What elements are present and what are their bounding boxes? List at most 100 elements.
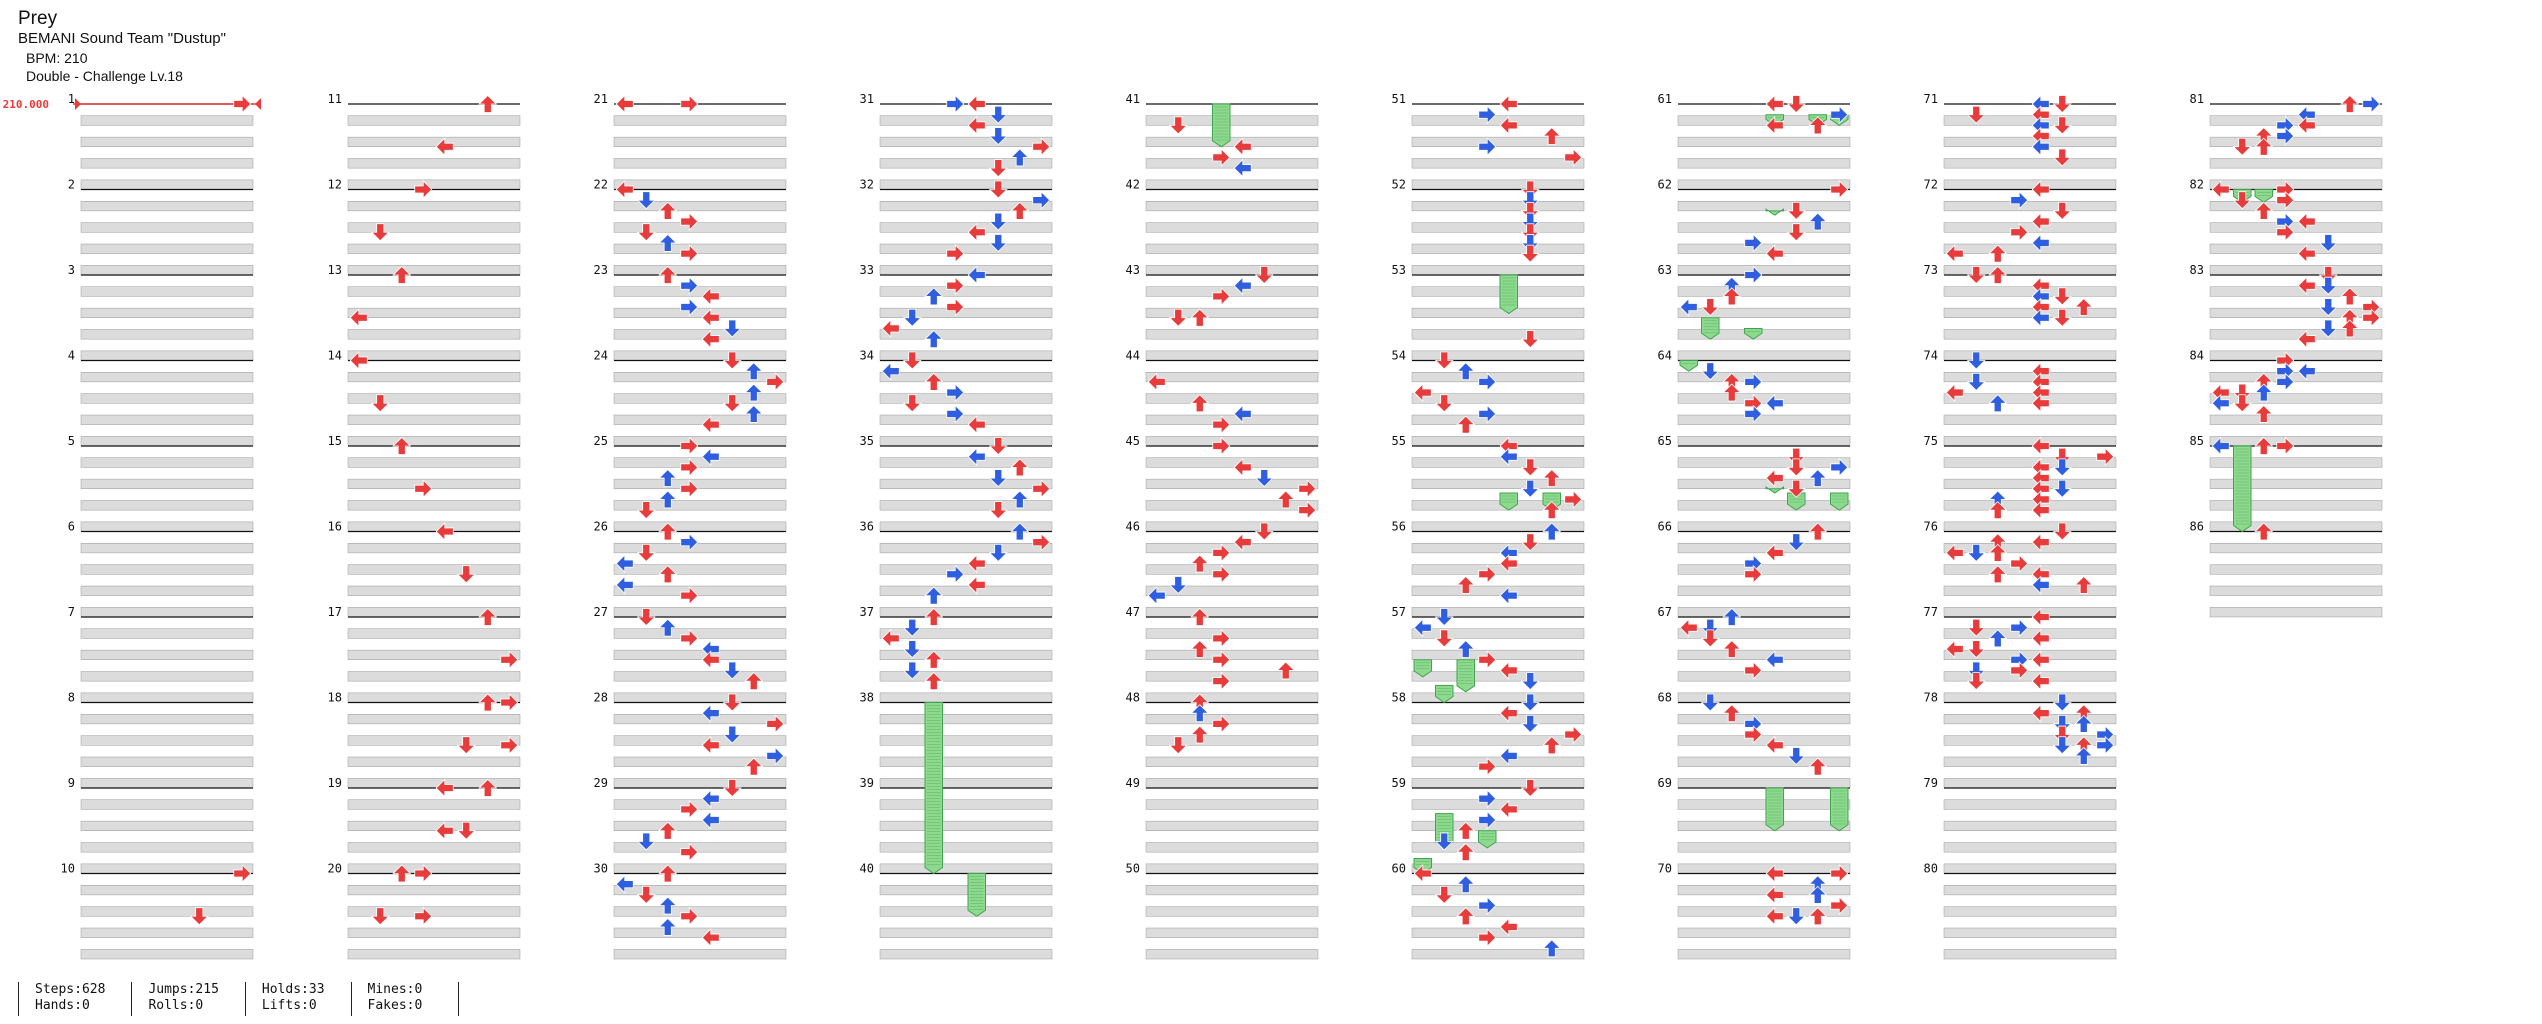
step-arrow: [1499, 94, 1518, 114]
beat-band: [1677, 500, 1851, 511]
beat-band: [347, 906, 521, 917]
step-arrow: [2052, 287, 2072, 306]
beat-band: [1943, 414, 2117, 425]
step-arrow: [2031, 436, 2050, 456]
hold-body: [967, 873, 986, 917]
step-arrow: [1434, 629, 1454, 648]
step-arrow: [1254, 266, 1274, 285]
step-arrow: [1564, 725, 1583, 745]
beat-band: [347, 949, 521, 960]
beat-band: [613, 564, 787, 575]
step-arrow: [1233, 276, 1252, 296]
step-arrow: [2031, 233, 2050, 253]
beat-band: [2209, 543, 2383, 554]
step-arrow: [1700, 618, 1720, 637]
step-arrow: [2340, 287, 2360, 306]
beat-band: [2209, 179, 2383, 190]
step-arrow: [2074, 746, 2094, 765]
beat-band: [879, 243, 1053, 254]
song-bpm: BPM: 210: [26, 50, 88, 66]
beat-band: [1145, 778, 1319, 789]
step-arrow: [1499, 660, 1518, 680]
step-arrow: [1786, 201, 1806, 220]
step-arrow: [1542, 736, 1562, 755]
measure-label: 37: [860, 605, 874, 619]
beat-band: [347, 222, 521, 233]
beat-band: [1411, 436, 1585, 447]
step-arrow: [1520, 234, 1540, 253]
beat-band: [347, 307, 521, 319]
hold-note: [1456, 659, 1475, 693]
hold-note: [1435, 684, 1454, 704]
step-arrow: [2297, 361, 2316, 381]
beat-band: [347, 649, 521, 660]
beat-band: [1943, 457, 2117, 468]
beat-band: [1943, 756, 2117, 767]
measure-label: 1: [68, 92, 75, 106]
beat-band: [1943, 350, 2117, 361]
hold-body: [1413, 659, 1432, 678]
step-arrow: [435, 821, 454, 841]
step-arrow: [1988, 265, 2008, 284]
step-arrow: [1765, 885, 1784, 905]
measure-label: 4: [68, 349, 75, 363]
beat-band: [879, 820, 1053, 831]
beat-band: [347, 201, 521, 212]
beat-band: [1145, 136, 1319, 148]
step-arrow: [967, 94, 986, 114]
beat-band: [1677, 243, 1851, 254]
step-arrow: [478, 94, 498, 113]
step-arrow: [2096, 447, 2115, 467]
hold-body: [2254, 189, 2273, 203]
step-arrow: [2276, 372, 2295, 392]
beat-band: [80, 543, 254, 554]
beat-band: [1411, 607, 1585, 618]
measure-label: 32: [860, 178, 874, 192]
hold-body: [1765, 787, 1784, 832]
step-arrow: [392, 864, 412, 883]
beat-band: [347, 500, 521, 511]
beat-band: [1677, 265, 1851, 276]
step-arrow: [1765, 244, 1784, 264]
step-arrow: [1168, 308, 1188, 327]
beat-band: [1145, 478, 1319, 490]
hold-body: [1744, 327, 1763, 340]
step-arrow: [680, 628, 699, 648]
beat-band: [613, 628, 787, 639]
measure-label: 65: [1658, 434, 1672, 448]
step-arrow: [1564, 147, 1583, 167]
measure-label: 13: [328, 263, 342, 277]
measure-label: 33: [860, 263, 874, 277]
measure-label: 49: [1126, 776, 1140, 790]
beat-band: [1411, 179, 1585, 190]
beat-band: [80, 500, 254, 511]
hold-note: [1701, 317, 1720, 340]
step-arrow: [1700, 362, 1720, 381]
beat-band: [613, 735, 787, 746]
measure-label: 50: [1126, 862, 1140, 876]
beat-band: [613, 671, 787, 682]
measure-label: 64: [1658, 349, 1672, 363]
beat-band: [2209, 350, 2383, 361]
step-arrow: [615, 554, 634, 574]
step-arrow: [658, 565, 678, 584]
step-arrow: [1010, 522, 1030, 541]
step-arrow: [881, 318, 900, 338]
beat-band: [1677, 649, 1851, 660]
step-arrow: [1212, 147, 1231, 167]
measure-label: 63: [1658, 263, 1672, 277]
beat-band: [879, 350, 1053, 361]
beat-band: [80, 692, 254, 703]
beat-band: [879, 307, 1053, 319]
step-arrow: [2031, 532, 2050, 552]
beat-band: [80, 714, 254, 725]
step-arrow: [946, 276, 965, 296]
measure-label: 62: [1658, 178, 1672, 192]
measure-label: 6: [68, 520, 75, 534]
step-arrow: [1413, 383, 1432, 403]
beat-band: [1411, 286, 1585, 297]
beat-band: [1943, 307, 2117, 319]
beat-band: [80, 201, 254, 212]
beat-band: [1677, 756, 1851, 767]
beat-band: [80, 585, 254, 596]
